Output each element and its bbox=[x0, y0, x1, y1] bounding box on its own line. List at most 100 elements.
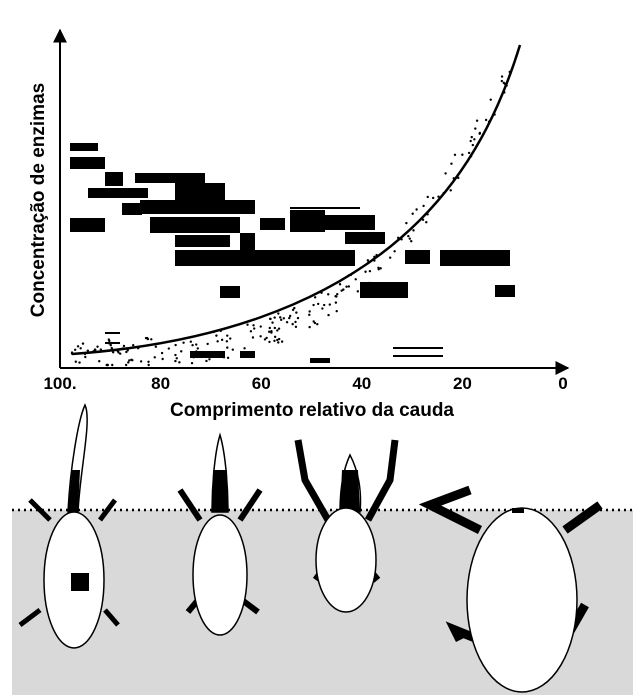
dot bbox=[74, 360, 78, 363]
dot bbox=[160, 351, 164, 355]
dot bbox=[484, 118, 488, 122]
dot bbox=[263, 338, 267, 341]
dot bbox=[408, 237, 411, 240]
dot bbox=[340, 289, 343, 292]
dot bbox=[195, 350, 198, 353]
x-axis-label: Comprimento relativo da cauda bbox=[170, 400, 454, 421]
dot bbox=[208, 358, 211, 361]
dot bbox=[500, 79, 504, 83]
dot bbox=[196, 347, 200, 350]
animal-stage-3 bbox=[294, 439, 399, 613]
dot bbox=[415, 208, 418, 211]
x-tick-label: 20 bbox=[453, 374, 472, 393]
dot bbox=[206, 342, 209, 346]
dot bbox=[108, 339, 111, 343]
dot bbox=[327, 313, 330, 317]
dot bbox=[126, 349, 129, 352]
dot bbox=[412, 229, 415, 232]
dot bbox=[73, 348, 77, 351]
dot bbox=[84, 355, 87, 359]
dot bbox=[478, 132, 481, 135]
dot bbox=[410, 240, 413, 243]
dot bbox=[109, 341, 113, 345]
dot bbox=[356, 290, 360, 293]
dot bbox=[282, 317, 286, 320]
dot bbox=[294, 320, 297, 324]
dot bbox=[294, 325, 298, 329]
dot bbox=[308, 325, 311, 329]
dot bbox=[467, 151, 471, 155]
x-ticks: 100. 80 60 40 20 0 bbox=[43, 374, 567, 393]
x-tick-label: 0 bbox=[558, 374, 567, 393]
dot bbox=[411, 212, 414, 215]
dot bbox=[98, 360, 101, 363]
animal-stage-4 bbox=[418, 485, 603, 693]
dot bbox=[105, 363, 108, 367]
dot bbox=[175, 357, 178, 360]
dot bbox=[288, 316, 291, 320]
dot bbox=[154, 345, 158, 348]
dot bbox=[79, 347, 82, 350]
dot bbox=[285, 321, 289, 324]
dot bbox=[364, 270, 367, 273]
dot bbox=[334, 301, 338, 304]
dot bbox=[147, 360, 150, 364]
dot bbox=[191, 343, 194, 347]
dot bbox=[174, 353, 177, 357]
dot bbox=[76, 345, 80, 348]
dot bbox=[226, 334, 229, 337]
dot bbox=[277, 327, 281, 330]
dot bbox=[273, 335, 277, 339]
dot bbox=[268, 340, 271, 344]
dot bbox=[347, 285, 351, 288]
dot bbox=[367, 281, 371, 285]
dot bbox=[205, 359, 208, 363]
dot bbox=[242, 351, 246, 355]
dot bbox=[225, 340, 229, 343]
dot bbox=[276, 338, 279, 342]
dot bbox=[119, 352, 122, 355]
dot bbox=[500, 75, 504, 78]
dot bbox=[316, 302, 320, 306]
dot bbox=[288, 314, 292, 318]
dot bbox=[130, 358, 133, 361]
dot bbox=[444, 172, 447, 175]
dot bbox=[198, 355, 202, 359]
dot bbox=[276, 329, 279, 332]
x-tick-label: 80 bbox=[151, 374, 170, 393]
dot bbox=[86, 349, 90, 352]
dot bbox=[377, 268, 380, 271]
dot bbox=[259, 325, 262, 328]
dot bbox=[229, 337, 232, 340]
dot bbox=[273, 339, 276, 343]
dot bbox=[132, 343, 135, 347]
dot bbox=[195, 343, 198, 346]
dot bbox=[268, 326, 271, 330]
dot bbox=[269, 317, 272, 321]
dot bbox=[253, 327, 256, 330]
dot bbox=[354, 278, 357, 281]
dot bbox=[471, 143, 475, 147]
dot bbox=[437, 195, 440, 198]
dot bbox=[109, 343, 112, 347]
dot bbox=[273, 326, 277, 330]
dot bbox=[240, 351, 244, 355]
dot bbox=[368, 269, 372, 273]
dot bbox=[308, 310, 311, 313]
dot bbox=[189, 340, 193, 343]
dot bbox=[336, 293, 339, 296]
dot bbox=[147, 363, 150, 367]
dot bbox=[167, 347, 171, 350]
dot bbox=[328, 303, 331, 306]
dot bbox=[308, 313, 311, 317]
dot bbox=[295, 311, 298, 314]
dot bbox=[291, 322, 294, 326]
dot bbox=[222, 356, 226, 359]
dot bbox=[93, 348, 97, 351]
dot bbox=[174, 343, 177, 347]
animal-stage-2 bbox=[177, 432, 263, 636]
dot bbox=[296, 316, 300, 320]
dot bbox=[180, 350, 183, 353]
dot bbox=[431, 196, 435, 200]
